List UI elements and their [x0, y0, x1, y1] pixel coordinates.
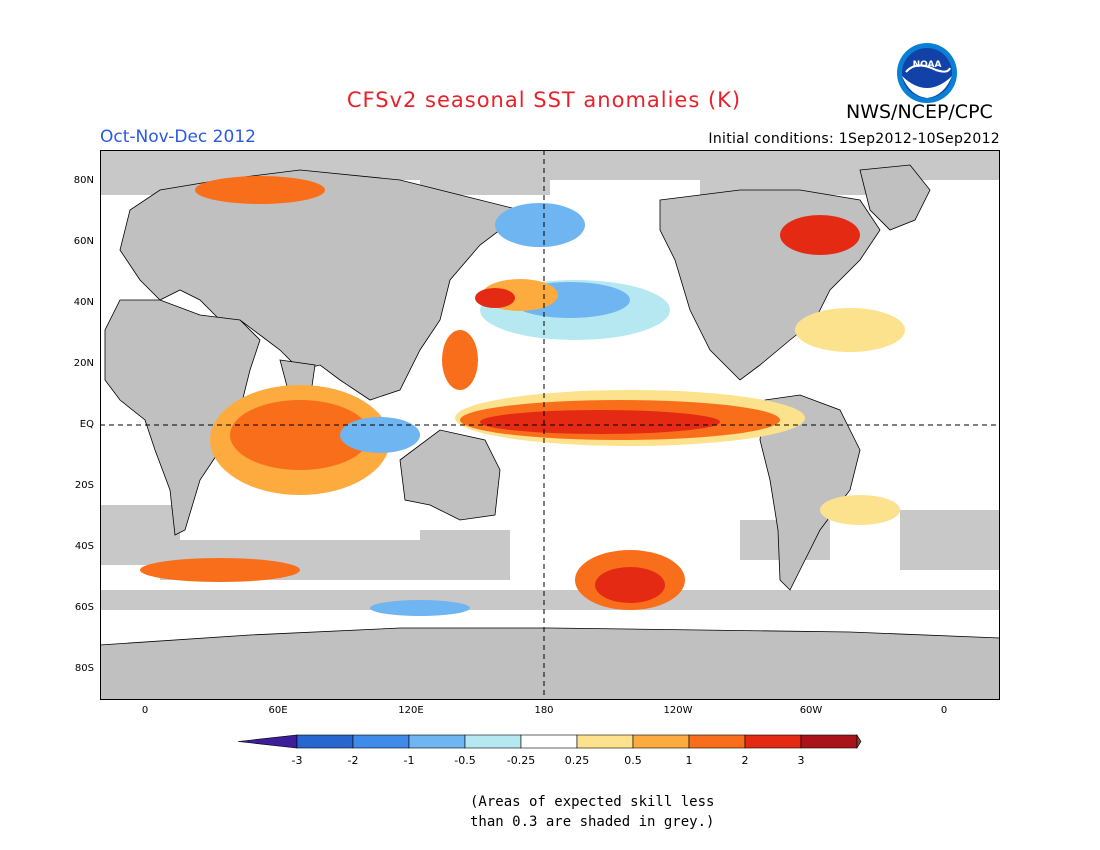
colorbar-tick-label: 0.5: [624, 754, 642, 767]
lon-label: 60E: [268, 705, 288, 716]
colorbar-swatch: [408, 734, 466, 749]
lat-label: 80S: [74, 663, 94, 674]
colorbar-swatch: [800, 734, 858, 749]
colorbar-swatch: [576, 734, 634, 749]
lon-label: 180: [534, 705, 554, 716]
colorbar-swatch: [688, 734, 746, 749]
colorbar-swatch: [464, 734, 522, 749]
anomaly-patches: [140, 176, 905, 616]
colorbar-arrow-low: [238, 734, 298, 749]
land: [100, 164, 1000, 700]
skill-note: (Areas of expected skill less than 0.3 a…: [470, 792, 714, 832]
colorbar-tick-label: 1: [686, 754, 693, 767]
lat-label: 60S: [74, 602, 94, 613]
agency-label: NWS/NCEP/CPC: [846, 101, 993, 123]
lat-label: 80N: [73, 175, 94, 186]
colorbar-tick-label: -0.25: [507, 754, 535, 767]
colorbar-tick-label: -0.5: [454, 754, 475, 767]
colorbar: -3 -2 -1 -0.5 -0.25 0.25 0.5 1 2 3: [238, 733, 862, 767]
initial-conditions-label: Initial conditions: 1Sep2012-10Sep2012: [708, 131, 1000, 147]
lon-label: 0: [940, 705, 948, 716]
colorbar-swatch: [744, 734, 802, 749]
svg-text:NOAA: NOAA: [913, 60, 942, 70]
lat-label: 40N: [73, 297, 94, 308]
skill-note-line: than 0.3 are shaded in grey.): [470, 814, 715, 830]
colorbar-tick-label: -2: [348, 754, 359, 767]
colorbar-tick-label: -1: [404, 754, 415, 767]
sst-anomaly-map: [100, 150, 1000, 700]
lat-label: 20N: [73, 358, 94, 369]
lon-label: 0: [141, 705, 149, 716]
lat-label: 60N: [73, 236, 94, 247]
lon-label: 60W: [799, 705, 823, 716]
lat-label: 40S: [74, 541, 94, 552]
colorbar-tick-label: 0.25: [565, 754, 590, 767]
lat-label: 20S: [74, 480, 94, 491]
lon-label: 120E: [398, 705, 424, 716]
colorbar-swatch: [352, 734, 410, 749]
map-title: CFSv2 seasonal SST anomalies (K): [346, 88, 742, 112]
lat-label: EQ: [79, 419, 94, 430]
season-label: Oct-Nov-Dec 2012: [100, 127, 256, 147]
colorbar-tick-label: 2: [742, 754, 749, 767]
colorbar-arrow-high: [856, 733, 862, 750]
colorbar-tick-label: -3: [292, 754, 303, 767]
colorbar-swatch: [520, 734, 578, 749]
noaa-logo: NOAA: [897, 43, 957, 103]
skill-note-line: (Areas of expected skill less: [470, 794, 715, 810]
colorbar-tick-label: 3: [798, 754, 805, 767]
colorbar-swatch: [296, 734, 354, 749]
lon-label: 120W: [663, 705, 693, 716]
colorbar-swatch: [632, 734, 690, 749]
